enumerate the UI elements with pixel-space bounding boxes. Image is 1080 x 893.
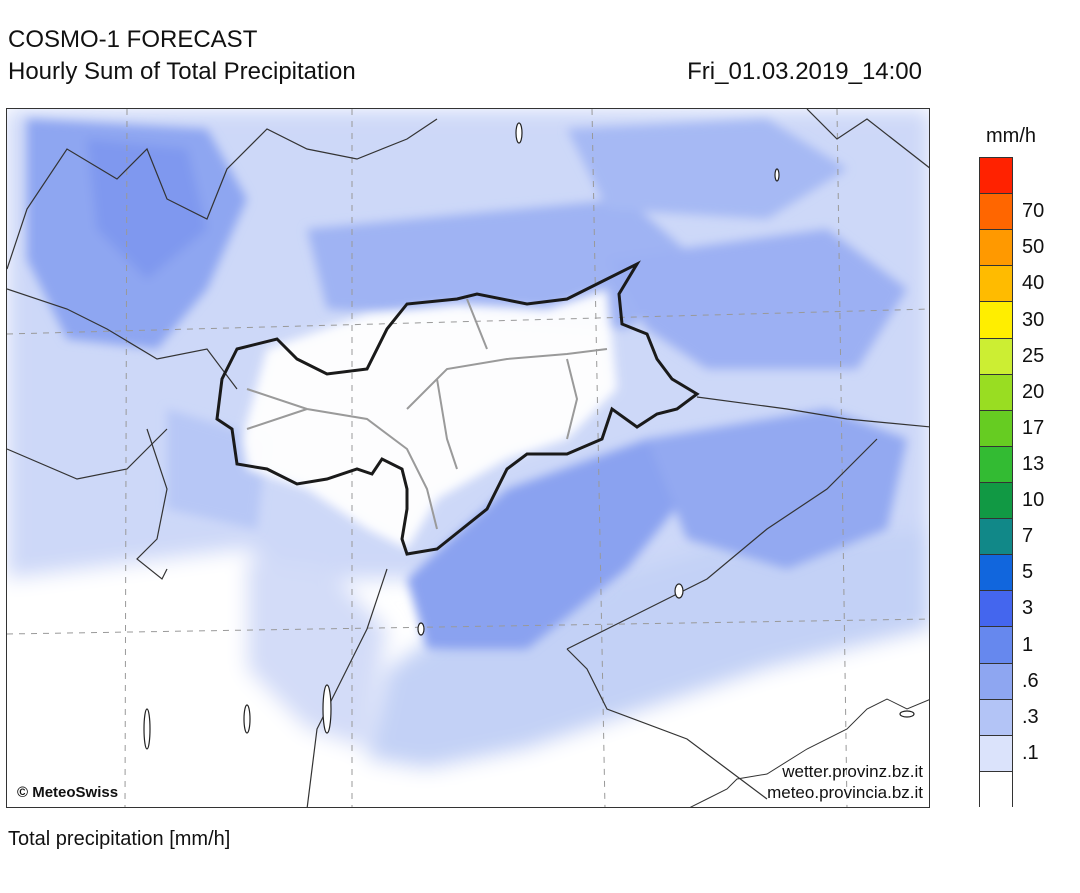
caption: Total precipitation [mm/h] (8, 828, 231, 850)
scale-swatch (980, 338, 1012, 375)
scale-swatch (980, 158, 1012, 195)
precipitation-map: © MeteoSwiss wetter.provinz.bz.it meteo.… (6, 108, 930, 808)
source-url-2[interactable]: meteo.provincia.bz.it (767, 783, 923, 802)
scale-tick-label: 17 (1022, 416, 1045, 439)
scale-tick-label: 10 (1022, 489, 1045, 512)
precip-moderate-field (27, 119, 907, 649)
scale-swatch (980, 374, 1012, 411)
color-scale-bar (979, 157, 1013, 808)
source-url-1[interactable]: wetter.provinz.bz.it (782, 762, 923, 781)
scale-tick-label: 3 (1022, 597, 1034, 620)
region-outline (215, 260, 700, 556)
scale-swatch (980, 230, 1012, 267)
coastline (689, 698, 929, 807)
model-title: COSMO-1 FORECAST (8, 26, 258, 53)
scale-tick-label: 1 (1022, 633, 1034, 656)
source-urls: wetter.provinz.bz.it meteo.provincia.bz.… (767, 761, 923, 803)
scale-swatch (980, 194, 1012, 231)
scale-swatch (980, 446, 1012, 483)
scale-swatch (980, 591, 1012, 628)
map-canvas (7, 109, 929, 807)
scale-tick-label: 20 (1022, 380, 1045, 403)
valid-time: Fri_01.03.2019_14:00 (687, 58, 922, 85)
scale-swatch (980, 555, 1012, 592)
district-boundaries (246, 298, 608, 530)
dry-area (242, 289, 617, 549)
scale-tick-label: 30 (1022, 308, 1045, 331)
lakes (143, 122, 915, 750)
scale-swatch (980, 735, 1012, 772)
country-borders (7, 109, 929, 807)
scale-swatch (980, 699, 1012, 736)
scale-tick-label: 70 (1022, 200, 1045, 223)
scale-tick-label: 5 (1022, 561, 1034, 584)
scale-swatch (980, 663, 1012, 700)
map-credit: © MeteoSwiss (17, 784, 119, 801)
scale-swatch (980, 410, 1012, 447)
scale-tick-label: .3 (1022, 705, 1039, 728)
scale-tick-label: .1 (1022, 741, 1039, 764)
scale-tick-label: 13 (1022, 452, 1045, 475)
product-title: Hourly Sum of Total Precipitation (8, 58, 356, 85)
graticule (7, 109, 929, 807)
scale-swatch (980, 519, 1012, 556)
scale-swatch (980, 266, 1012, 303)
scale-swatch (980, 627, 1012, 664)
scale-tick-label: 40 (1022, 272, 1045, 295)
scale-tick-label: 7 (1022, 525, 1034, 548)
scale-tick-label: .6 (1022, 669, 1039, 692)
scale-swatch (980, 302, 1012, 339)
scale-swatch (980, 771, 1012, 808)
scale-tick-label: 50 (1022, 236, 1045, 259)
scale-tick-label: 25 (1022, 344, 1045, 367)
legend-unit: mm/h (986, 125, 1036, 147)
scale-swatch (980, 483, 1012, 520)
